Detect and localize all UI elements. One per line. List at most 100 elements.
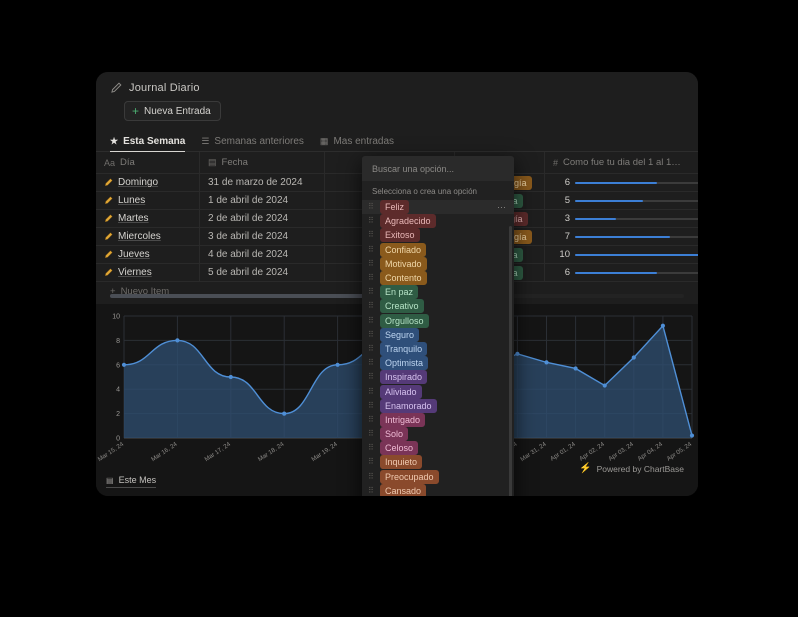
dropdown-scrollbar[interactable]: [509, 226, 512, 496]
cell-fecha[interactable]: 5 de abril de 2024: [200, 264, 325, 281]
drag-handle-icon[interactable]: ⠿: [368, 400, 374, 410]
drag-handle-icon[interactable]: ⠿: [368, 358, 374, 368]
option-item[interactable]: ⠿ Tranquilo: [362, 341, 514, 356]
option-item[interactable]: ⠿ Optimista: [362, 356, 514, 371]
drag-handle-icon[interactable]: ⠿: [368, 457, 374, 467]
drag-handle-icon[interactable]: ⠿: [368, 258, 374, 268]
drag-handle-icon[interactable]: ⠿: [368, 372, 374, 382]
drag-handle-icon[interactable]: ⠿: [368, 414, 374, 424]
new-entry-button[interactable]: + Nueva Entrada: [124, 101, 221, 121]
drag-handle-icon[interactable]: ⠿: [368, 244, 374, 254]
drag-handle-icon[interactable]: ⠿: [368, 485, 374, 495]
option-item[interactable]: ⠿ Solo: [362, 427, 514, 442]
drag-handle-icon[interactable]: ⠿: [368, 443, 374, 453]
cell-dia[interactable]: Domingo: [96, 174, 200, 191]
drag-handle-icon[interactable]: ⠿: [368, 471, 374, 481]
chart-point[interactable]: [175, 338, 180, 343]
cell-rating[interactable]: 7: [545, 228, 698, 245]
chart-point[interactable]: [121, 362, 127, 367]
y-tick-label: 2: [116, 411, 120, 418]
tag-purple: Enamorado: [380, 398, 437, 413]
drag-handle-icon[interactable]: ⠿: [368, 343, 374, 353]
drag-handle-icon[interactable]: ⠿: [368, 429, 374, 439]
option-item[interactable]: ⠿ Agradecido: [362, 214, 514, 229]
option-item[interactable]: ⠿ Seguro: [362, 327, 514, 342]
cell-dia[interactable]: Lunes: [96, 192, 200, 209]
cell-dia[interactable]: Viernes: [96, 264, 200, 281]
drag-handle-icon[interactable]: ⠿: [368, 386, 374, 396]
column-header-fecha[interactable]: ▤ Fecha: [200, 152, 325, 173]
option-item[interactable]: ⠿ Orgulloso: [362, 313, 514, 328]
cell-dia-label: Lunes: [118, 195, 146, 206]
cell-dia[interactable]: Miercoles: [96, 228, 200, 245]
option-item[interactable]: ⠿ Feliz ···: [362, 200, 514, 215]
new-item-button[interactable]: + Nuevo Item: [96, 282, 698, 301]
cell-fecha[interactable]: 2 de abril de 2024: [200, 210, 325, 227]
chart-left[interactable]: 0 2 4 6 8 10 Mar 15, 24 Mar 16, 24 Mar 17, 24 Mar…: [96, 304, 397, 496]
option-item[interactable]: ⠿ Cansado: [362, 483, 514, 496]
chart-canvas: 0 2 4 6 8 10 Mar 15, 24 Mar 16, 24 Mar 17, 24 Mar…: [97, 314, 394, 463]
option-item[interactable]: ⠿ Confiado: [362, 242, 514, 257]
ellipsis-icon[interactable]: ···: [497, 201, 506, 212]
chart-point[interactable]: [544, 360, 549, 365]
cell-rating[interactable]: 10: [545, 246, 698, 263]
cell-rating[interactable]: 6: [545, 264, 698, 281]
y-tick-label: 0: [116, 436, 120, 443]
cell-dia[interactable]: Martes: [96, 210, 200, 227]
cell-fecha[interactable]: 3 de abril de 2024: [200, 228, 325, 245]
cell-rating[interactable]: 3: [545, 210, 698, 227]
tab-semanas-anteriores[interactable]: ☰ Semanas anteriores: [201, 136, 304, 151]
chart-point[interactable]: [602, 383, 607, 388]
option-item[interactable]: ⠿ Creativo: [362, 299, 514, 314]
option-item[interactable]: ⠿ En paz: [362, 285, 514, 300]
drag-handle-icon[interactable]: ⠿: [368, 216, 374, 226]
pencil-icon: [105, 268, 113, 276]
cell-rating[interactable]: 5: [545, 192, 698, 209]
plus-icon: +: [110, 286, 116, 297]
drag-handle-icon[interactable]: ⠿: [368, 315, 374, 325]
option-dropdown: Selecciona o crea una opción ⠿ Feliz ··· ⠿ A…: [362, 156, 514, 496]
tab-esta-semana[interactable]: ★ Esta Semana: [110, 136, 186, 152]
chart-point[interactable]: [689, 433, 695, 438]
column-header-rating[interactable]: # Como fue tu dia del 1 al 1…: [545, 152, 698, 173]
drag-handle-icon[interactable]: ⠿: [368, 329, 374, 339]
chart-point[interactable]: [228, 374, 233, 380]
drag-handle-icon[interactable]: ⠿: [368, 230, 374, 240]
date-filter-button[interactable]: ▤ Este Mes: [106, 475, 157, 488]
option-item[interactable]: ⠿ Enamorado: [362, 398, 514, 413]
cell-dia[interactable]: Jueves: [96, 246, 200, 263]
chart-point[interactable]: [631, 355, 636, 360]
rating-bar: [575, 181, 698, 184]
chart-point[interactable]: [660, 323, 665, 328]
cell-fecha[interactable]: 4 de abril de 2024: [200, 246, 325, 263]
option-item[interactable]: ⠿ Inquieto: [362, 455, 514, 470]
drag-handle-icon[interactable]: ⠿: [368, 273, 374, 283]
option-item[interactable]: ⠿ Motivado: [362, 256, 514, 271]
option-item[interactable]: ⠿ Celoso: [362, 441, 514, 456]
tab-label: Esta Semana: [123, 136, 186, 147]
drag-handle-icon[interactable]: ⠿: [368, 287, 374, 297]
column-header-dia[interactable]: Aa Día: [96, 152, 200, 173]
rating-bar: [575, 217, 698, 220]
chart-point[interactable]: [573, 366, 578, 371]
option-item[interactable]: ⠿ Inspirado: [362, 370, 514, 385]
search-input[interactable]: [362, 156, 514, 181]
drag-handle-icon[interactable]: ⠿: [368, 301, 374, 311]
page-title: Journal Diario: [129, 82, 200, 94]
option-item[interactable]: ⠿ Exitoso: [362, 228, 514, 243]
cell-fecha[interactable]: 1 de abril de 2024: [200, 192, 325, 209]
drag-handle-icon[interactable]: ⠿: [368, 202, 374, 212]
option-item[interactable]: ⠿ Preocupado: [362, 469, 514, 484]
cell-rating[interactable]: 6: [545, 174, 698, 191]
chart-point[interactable]: [282, 411, 287, 416]
bolt-icon: ⚡: [579, 463, 592, 474]
chart-point[interactable]: [515, 351, 520, 356]
tab-mas-entradas[interactable]: ▦ Mas entradas: [320, 136, 394, 151]
chart-point[interactable]: [335, 362, 340, 367]
cell-fecha[interactable]: 31 de marzo de 2024: [200, 174, 325, 191]
app-window: Journal Diario + Nueva Entrada ★ Esta Se…: [96, 72, 698, 496]
option-item[interactable]: ⠿ Intrigado: [362, 412, 514, 427]
option-item[interactable]: ⠿ Aliviado: [362, 384, 514, 399]
option-item[interactable]: ⠿ Contento: [362, 271, 514, 286]
rating-value: 6: [564, 267, 570, 278]
